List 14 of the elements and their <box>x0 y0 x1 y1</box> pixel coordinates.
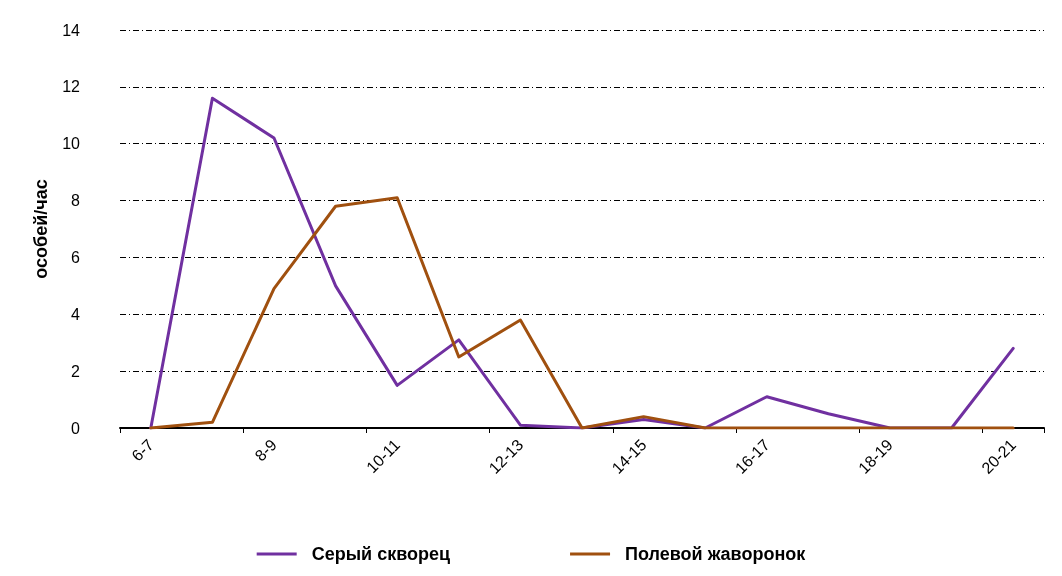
y-tick-label: 8 <box>71 192 81 210</box>
y-axis-title: особей/час <box>31 179 51 279</box>
y-tick-label: 4 <box>71 305 81 323</box>
legend-label: Серый скворец <box>311 544 451 564</box>
y-tick-label: 6 <box>71 248 81 266</box>
y-tick-label: 2 <box>71 362 81 380</box>
y-tick-label: 14 <box>62 21 81 39</box>
y-tick-label: 12 <box>62 78 81 96</box>
y-tick-label: 0 <box>71 419 81 437</box>
x-tick-label: 8-9 <box>251 435 281 465</box>
legend-label: Полевой жаворонок <box>625 544 807 564</box>
line-series <box>149 196 1015 430</box>
y-tick-label: 10 <box>62 135 81 153</box>
x-tick-label: 6-7 <box>128 435 157 465</box>
